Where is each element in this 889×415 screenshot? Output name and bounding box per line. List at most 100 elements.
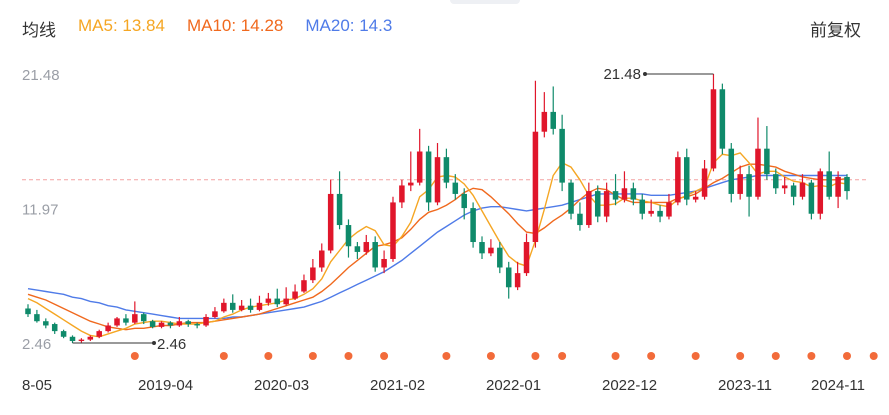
ma20-line <box>27 174 847 320</box>
candle <box>247 298 254 313</box>
candle <box>69 335 76 343</box>
candle-body <box>78 339 85 342</box>
candle-body <box>87 336 94 340</box>
candle <box>265 292 272 306</box>
candle-body <box>755 148 761 197</box>
candle-body <box>808 182 815 214</box>
candle-body <box>817 171 824 214</box>
candle-body <box>479 242 485 254</box>
candle <box>746 165 752 217</box>
candle <box>345 219 352 258</box>
candle-body <box>692 196 699 200</box>
ma20-legend: MA20: 14.3 <box>305 16 393 35</box>
candle-body <box>114 318 120 326</box>
candle <box>826 151 832 200</box>
candle <box>43 318 49 329</box>
candle-body <box>105 325 111 332</box>
candle-body <box>844 176 850 192</box>
candle <box>167 321 174 329</box>
candle-body <box>132 314 138 323</box>
x-tick-label: 2022-01 <box>486 377 541 394</box>
candle-body <box>452 182 459 194</box>
candle-body <box>372 242 378 268</box>
candle-body <box>265 298 272 303</box>
candle-body <box>327 193 334 251</box>
candle <box>764 126 770 180</box>
adjust-toggle[interactable]: 前复权 <box>810 21 861 40</box>
candle <box>354 242 361 259</box>
candle <box>479 236 485 259</box>
candle <box>140 312 147 325</box>
candle-body <box>69 336 76 342</box>
candle-body <box>149 321 156 327</box>
candle-body <box>728 148 735 194</box>
candle <box>96 329 102 339</box>
candle <box>212 307 218 319</box>
event-marker <box>344 352 353 360</box>
candle <box>621 171 628 203</box>
candle <box>541 92 548 138</box>
candle <box>639 193 646 220</box>
candle-body <box>221 302 227 312</box>
x-tick-label: 2020-03 <box>254 377 309 394</box>
candle-body <box>621 188 628 200</box>
candle-body <box>140 314 147 322</box>
candle-body <box>229 302 236 310</box>
candle <box>363 234 370 255</box>
candle <box>87 335 94 342</box>
candle-body <box>416 151 423 183</box>
candle <box>301 274 307 293</box>
candle <box>773 168 779 194</box>
candle-body <box>443 157 450 183</box>
candle <box>586 182 592 228</box>
candle-body <box>746 174 752 197</box>
candle-body <box>425 151 432 203</box>
candle <box>203 314 209 327</box>
candle-body <box>336 193 343 226</box>
candle <box>25 304 31 317</box>
candle <box>799 174 806 200</box>
candle <box>416 128 423 186</box>
candle-body <box>363 242 370 252</box>
candle <box>701 159 708 200</box>
candle-body <box>541 111 548 132</box>
event-marker <box>308 352 317 360</box>
candle-body <box>532 131 539 243</box>
candle <box>844 174 850 200</box>
candle <box>176 316 183 327</box>
candle <box>710 74 717 172</box>
candle <box>381 250 387 274</box>
candle-body <box>666 202 672 217</box>
event-marker <box>558 352 567 360</box>
candle <box>60 329 67 339</box>
candle <box>728 143 735 203</box>
candle-body <box>194 324 200 326</box>
candle <box>274 288 281 308</box>
event-marker <box>647 352 656 360</box>
candle <box>194 322 200 329</box>
candle-body <box>505 267 512 288</box>
candle-body <box>51 324 58 332</box>
y-tick-label: 2.46 <box>22 336 51 353</box>
max-annotation-label: 21.48 <box>603 66 641 83</box>
top-drag-handle <box>450 0 520 4</box>
event-marker <box>843 352 851 360</box>
candle-body <box>408 182 414 186</box>
candle-body <box>461 193 467 209</box>
ma10-line <box>27 163 848 331</box>
x-tick-label: 2023-11 <box>718 377 772 394</box>
candle-body <box>176 321 183 326</box>
x-tick-label: 2024-11 <box>811 377 865 394</box>
candle-body <box>835 176 841 197</box>
candle <box>781 176 788 194</box>
candle <box>666 193 672 220</box>
candle <box>452 174 459 200</box>
candle-body <box>283 298 289 305</box>
candle <box>372 236 378 272</box>
candle <box>817 168 824 220</box>
candle-body <box>345 225 352 247</box>
candle-body <box>719 89 726 149</box>
x-tick-label: 8-05 <box>22 377 52 394</box>
candle-body <box>470 208 476 243</box>
